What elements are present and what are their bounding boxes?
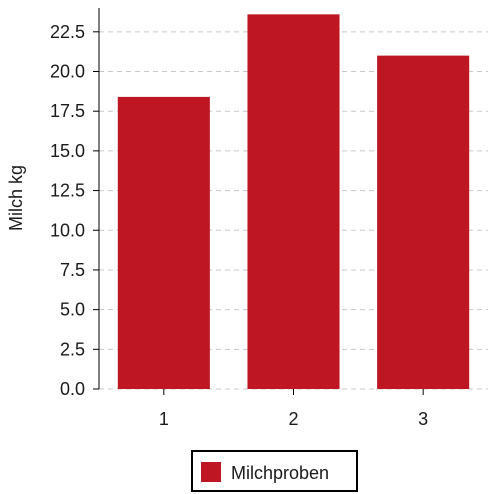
bar-1 [117,96,210,390]
y-tick-label: 7.5 [60,260,85,280]
bar-3 [377,55,470,389]
legend-label: Milchproben [231,463,329,483]
y-tick-label: 22.5 [50,22,85,42]
y-tick-label: 12.5 [50,181,85,201]
y-tick-label: 20.0 [50,62,85,82]
x-tick-label: 2 [288,409,298,429]
x-tick-label: 1 [159,409,169,429]
x-ticks: 1 2 3 [159,389,428,429]
y-axis-label: Milch kg [6,165,26,231]
bars [117,14,470,390]
y-tick-label: 0.0 [60,379,85,399]
y-tick-label: 5.0 [60,300,85,320]
y-tick-label: 17.5 [50,101,85,121]
y-ticks: 0.0 2.5 5.0 7.5 10.0 12.5 15.0 17.5 20.0 22.5 [50,22,99,399]
y-tick-label: 2.5 [60,339,85,359]
legend-swatch [201,462,221,482]
y-tick-label: 15.0 [50,141,85,161]
legend: Milchproben [191,450,358,492]
x-tick-label: 3 [418,409,428,429]
y-tick-label: 10.0 [50,220,85,240]
bar-2 [247,14,340,389]
